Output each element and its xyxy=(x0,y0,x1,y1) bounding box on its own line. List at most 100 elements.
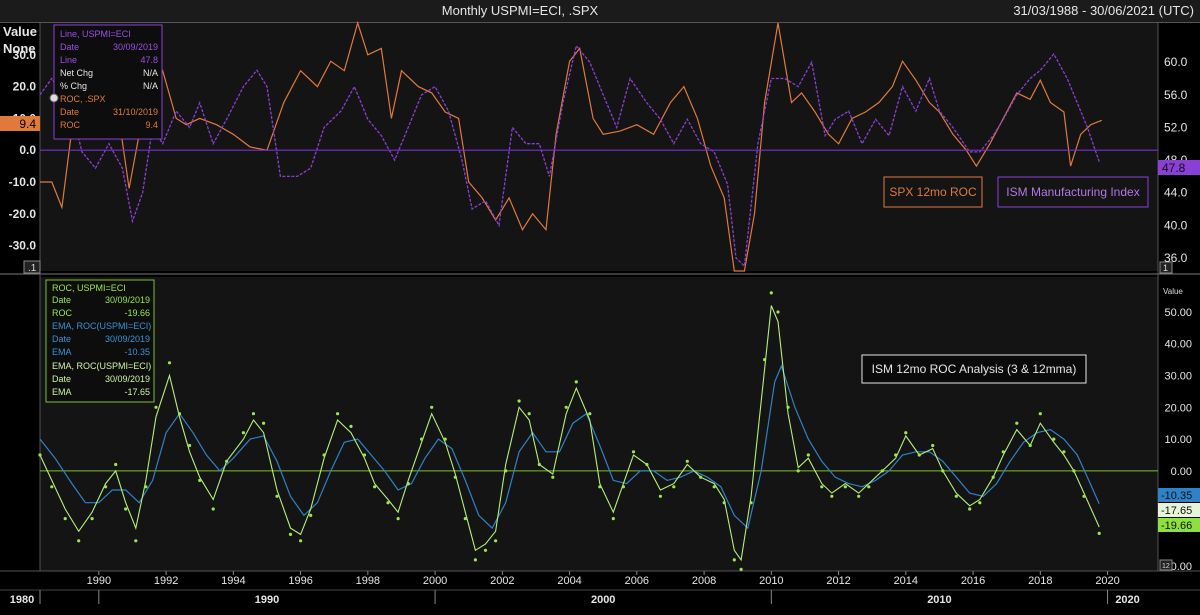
roc-dot[interactable] xyxy=(63,517,67,521)
roc-dot[interactable] xyxy=(1028,443,1032,448)
roc-dot[interactable] xyxy=(763,358,767,362)
roc-dot[interactable] xyxy=(1015,421,1019,425)
roc-dot[interactable] xyxy=(198,478,202,482)
roc-dot[interactable] xyxy=(527,412,531,416)
roc-dot[interactable] xyxy=(124,507,128,511)
roc-dot[interactable] xyxy=(225,459,229,463)
analysis-annotation-box[interactable]: ISM 12mo ROC Analysis (3 & 12mma) xyxy=(861,354,1087,384)
roc-dot[interactable] xyxy=(941,469,945,473)
roc-dot[interactable] xyxy=(806,453,810,457)
roc-dot[interactable] xyxy=(275,494,279,498)
roc-dot[interactable] xyxy=(880,469,884,473)
roc-dot[interactable] xyxy=(867,485,871,489)
roc-dot[interactable] xyxy=(288,532,293,537)
roc-dot[interactable] xyxy=(349,424,353,428)
roc-dot[interactable] xyxy=(749,501,753,505)
roc-dot[interactable] xyxy=(820,485,824,489)
roc-dot[interactable] xyxy=(830,494,834,498)
roc-dot[interactable] xyxy=(739,567,743,572)
roc-dot[interactable] xyxy=(154,405,158,409)
roc-dot[interactable] xyxy=(776,310,780,314)
roc-dot[interactable] xyxy=(796,469,800,473)
roc-dot[interactable] xyxy=(373,485,377,489)
roc-dot[interactable] xyxy=(658,494,663,498)
roc-dot[interactable] xyxy=(685,459,689,463)
roc-dot[interactable] xyxy=(517,399,521,403)
roc-dot[interactable] xyxy=(362,453,367,457)
roc-dot[interactable] xyxy=(1072,469,1076,473)
top-left-corner-box[interactable] xyxy=(23,260,41,274)
top-legend[interactable]: Line, USPMI=ECI Date 30/09/2019 Line 47.… xyxy=(53,24,163,140)
ism-index-line[interactable] xyxy=(39,44,1100,268)
roc-dot[interactable] xyxy=(968,507,972,511)
roc-dot[interactable] xyxy=(904,431,908,435)
roc-dot[interactable] xyxy=(598,485,602,489)
roc-dot[interactable] xyxy=(309,513,313,518)
roc-dot[interactable] xyxy=(1052,437,1056,441)
roc-dot[interactable] xyxy=(1082,494,1086,498)
top-right-corner-box[interactable] xyxy=(1159,261,1173,274)
roc-dot[interactable] xyxy=(114,462,118,467)
roc-dot[interactable] xyxy=(453,475,457,479)
roc-dot[interactable] xyxy=(241,431,245,435)
roc-dot[interactable] xyxy=(299,539,303,543)
roc-dot[interactable] xyxy=(430,405,434,409)
roc-dot[interactable] xyxy=(483,548,488,552)
roc-dot[interactable] xyxy=(588,412,592,416)
bottom-legend[interactable]: ROC, USPMI=ECI Date 30/09/2019 ROC -19.6… xyxy=(45,279,155,403)
roc-dot[interactable] xyxy=(504,469,508,473)
legend-drag-handle-icon[interactable] xyxy=(49,93,59,103)
ism-label-box[interactable]: ISM Manufacturing Index xyxy=(997,176,1149,208)
roc-dot[interactable] xyxy=(991,475,995,479)
roc-dot[interactable] xyxy=(77,539,81,543)
roc-dot[interactable] xyxy=(167,361,172,365)
roc-dot[interactable] xyxy=(420,437,424,441)
bottom-plot-area[interactable] xyxy=(40,277,1158,571)
roc-dot[interactable] xyxy=(396,517,400,521)
spx-roc-line[interactable] xyxy=(40,20,1103,272)
roc-dot[interactable] xyxy=(406,482,410,486)
roc-dot[interactable] xyxy=(463,517,467,521)
roc-dot[interactable] xyxy=(473,558,477,562)
roc-dot[interactable] xyxy=(443,437,447,441)
roc-dot[interactable] xyxy=(954,494,958,498)
spx-label-box[interactable]: SPX 12mo ROC xyxy=(883,176,983,208)
roc-dot[interactable] xyxy=(769,291,773,295)
roc-dot[interactable] xyxy=(322,453,326,457)
roc-dot[interactable] xyxy=(494,539,498,543)
roc-dot[interactable] xyxy=(336,412,340,416)
roc-dot[interactable] xyxy=(917,453,921,457)
roc-dot[interactable] xyxy=(843,485,847,489)
roc-dot[interactable] xyxy=(262,421,266,425)
roc-dot[interactable] xyxy=(177,412,182,416)
roc-dot[interactable] xyxy=(386,501,390,505)
roc-dot[interactable] xyxy=(931,443,935,448)
roc-dot[interactable] xyxy=(251,412,256,416)
roc-dot[interactable] xyxy=(50,485,54,489)
roc-dot[interactable] xyxy=(1038,412,1042,416)
roc-dot[interactable] xyxy=(104,485,108,489)
x-axis-year-labels[interactable]: 1990 1992 1994 1996 1998 2000 2002 2004 2006 2008… xyxy=(87,571,1120,587)
roc-dot[interactable] xyxy=(712,485,716,489)
roc-dot[interactable] xyxy=(722,501,726,505)
ema-3-line[interactable] xyxy=(39,305,1100,562)
roc-dot[interactable] xyxy=(978,501,982,505)
roc-dot[interactable] xyxy=(537,462,541,467)
roc-dot[interactable] xyxy=(90,517,94,521)
roc-dot[interactable] xyxy=(611,517,615,521)
roc-dot[interactable] xyxy=(564,405,568,409)
roc-dot[interactable] xyxy=(188,443,192,448)
date-range[interactable]: 31/03/1988 - 30/06/2021 (UTC) xyxy=(1013,3,1194,18)
roc-dot[interactable] xyxy=(211,507,215,511)
roc-dot[interactable] xyxy=(551,475,555,479)
bottom-right-corner-box[interactable] xyxy=(1159,559,1173,571)
roc-dot[interactable] xyxy=(1062,450,1066,454)
roc-dot[interactable] xyxy=(672,485,676,489)
roc-dot[interactable] xyxy=(857,494,861,498)
roc-dot[interactable] xyxy=(144,485,148,489)
top-plot-area[interactable] xyxy=(40,23,1158,271)
roc-dot[interactable] xyxy=(894,453,898,457)
x-axis-decade-labels[interactable]: 1980 1990 2000 2010 2020 xyxy=(10,590,1140,606)
roc-dot[interactable] xyxy=(1001,450,1005,454)
roc-dot[interactable] xyxy=(574,380,578,384)
